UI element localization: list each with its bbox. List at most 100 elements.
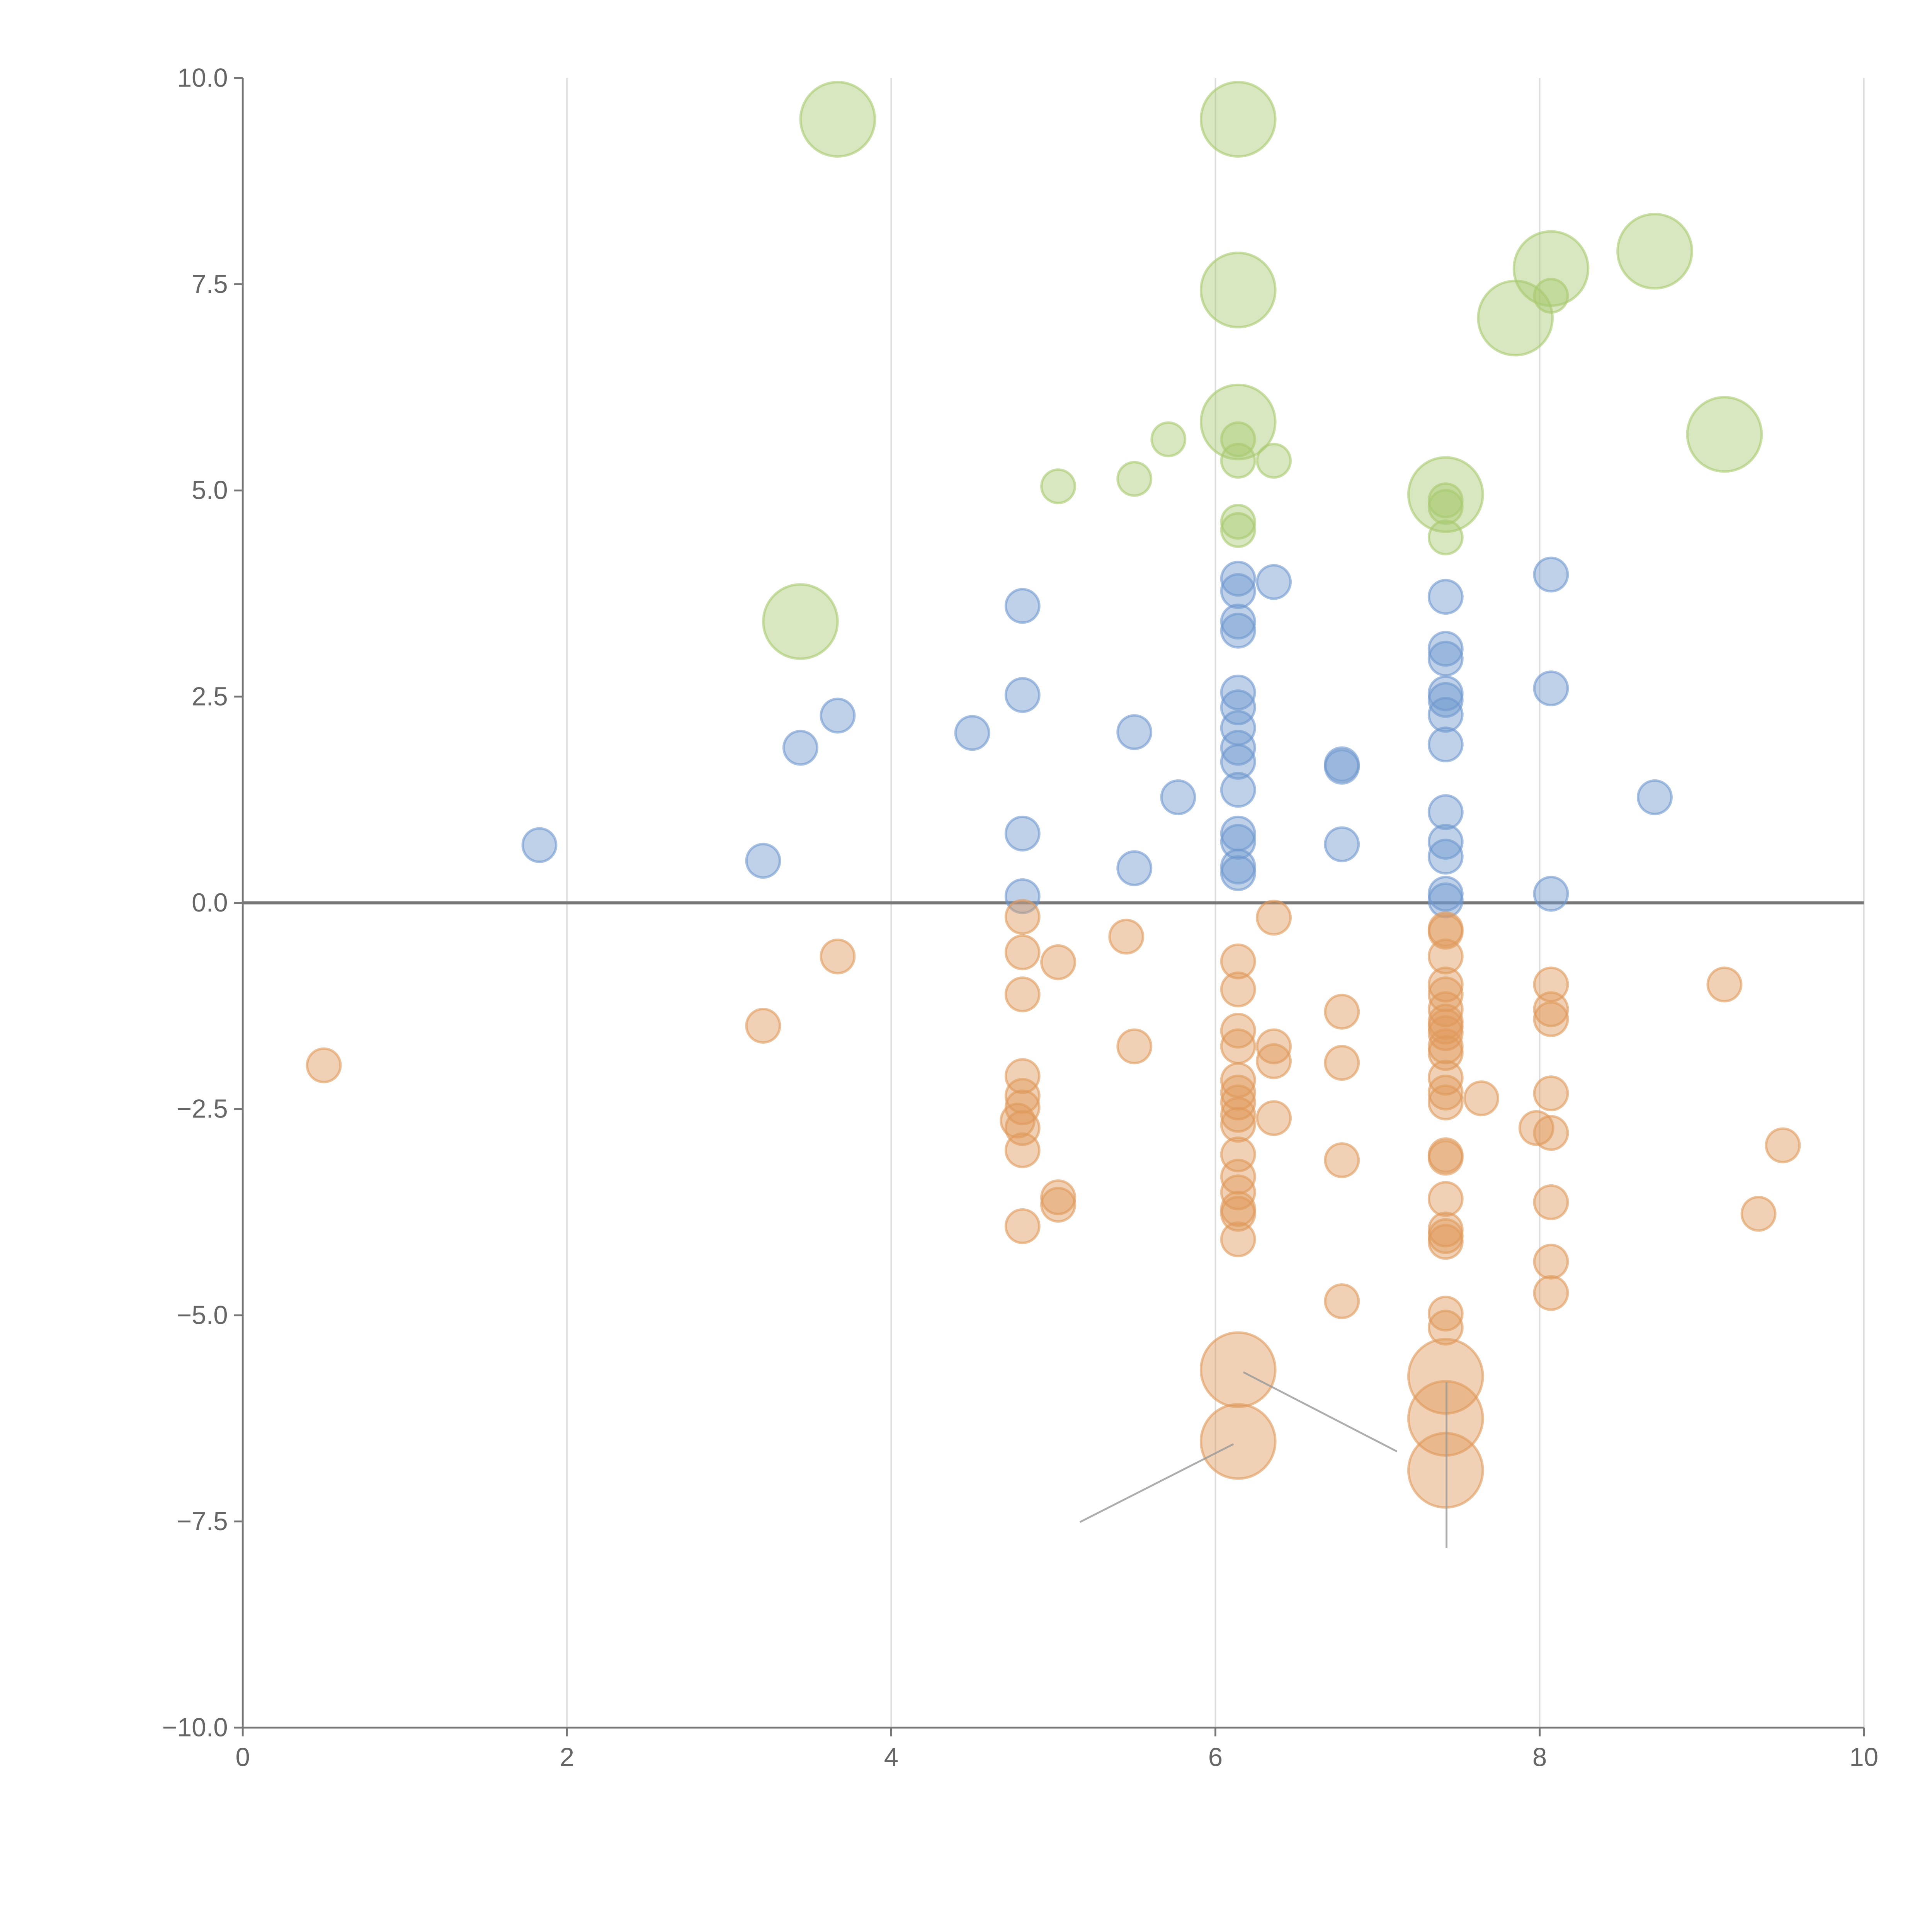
data-point	[1000, 1102, 1036, 1139]
data-point	[820, 697, 856, 734]
data-points	[306, 81, 1801, 1509]
series-negative	[306, 899, 1801, 1509]
data-point	[1427, 682, 1464, 718]
data-point	[1220, 573, 1256, 609]
data-point	[1427, 1015, 1464, 1051]
y-tick-label: −7.5	[177, 1507, 228, 1536]
data-point	[1040, 1187, 1077, 1223]
x-tick-label: 10	[1849, 1743, 1878, 1772]
data-point	[1004, 1132, 1041, 1168]
data-point	[1116, 1028, 1153, 1065]
data-point	[1533, 1275, 1569, 1311]
data-point	[521, 827, 558, 863]
data-point	[1004, 1208, 1041, 1244]
data-point	[1427, 1181, 1464, 1217]
data-point	[1220, 730, 1256, 766]
annotation-leaders	[1079, 1371, 1447, 1548]
data-point	[1427, 1296, 1464, 1332]
data-point	[1637, 779, 1673, 815]
data-point	[1533, 991, 1569, 1027]
data-point	[1108, 918, 1145, 955]
data-point	[1427, 976, 1464, 1012]
data-point	[1616, 213, 1693, 290]
data-point	[1533, 1001, 1569, 1037]
x-tick-label: 2	[560, 1743, 574, 1772]
x-tick-label: 4	[884, 1743, 898, 1772]
data-point	[1220, 1097, 1256, 1133]
data-point	[306, 1047, 342, 1083]
data-point	[1533, 1243, 1569, 1280]
data-point	[1199, 1403, 1277, 1480]
data-point	[1427, 726, 1464, 763]
data-point	[1533, 1075, 1569, 1112]
data-point	[1004, 588, 1041, 624]
x-tick-label: 0	[235, 1743, 250, 1772]
data-point	[1324, 748, 1360, 785]
data-point	[1407, 456, 1484, 533]
data-point	[1220, 442, 1256, 479]
data-point	[1116, 850, 1153, 886]
series-high	[762, 81, 1763, 660]
data-point	[1324, 1283, 1360, 1320]
data-point	[1220, 612, 1256, 649]
data-point	[1427, 938, 1464, 975]
data-point	[1427, 489, 1464, 525]
data-point	[782, 730, 818, 766]
data-point	[1427, 966, 1464, 1003]
data-point	[1220, 689, 1256, 726]
data-point	[1220, 503, 1256, 540]
data-point	[1116, 461, 1153, 497]
data-point	[1324, 993, 1360, 1030]
data-point	[1220, 824, 1256, 860]
data-point	[762, 583, 839, 660]
data-point	[1116, 714, 1153, 750]
data-point	[1706, 966, 1743, 1003]
data-point	[1518, 1110, 1554, 1146]
data-point	[1150, 421, 1187, 457]
data-point	[1427, 1310, 1464, 1346]
data-point	[954, 715, 990, 751]
data-point	[1324, 1142, 1360, 1179]
leader-line	[1243, 1371, 1398, 1452]
data-point	[1199, 1331, 1277, 1408]
data-point	[1256, 900, 1292, 936]
data-point	[1004, 677, 1041, 713]
data-point	[1427, 1060, 1464, 1096]
data-point	[1427, 1035, 1464, 1071]
data-point	[1220, 855, 1256, 891]
data-point	[1427, 1224, 1464, 1260]
data-point	[1040, 944, 1077, 980]
data-point	[1160, 779, 1196, 815]
data-point	[1220, 971, 1256, 1008]
data-point	[1427, 1084, 1464, 1121]
data-point	[1533, 876, 1569, 912]
data-point	[1220, 561, 1256, 597]
data-point	[1765, 1127, 1801, 1163]
data-point	[1004, 934, 1041, 971]
data-point	[1220, 512, 1256, 548]
data-point	[1004, 1058, 1041, 1094]
data-point	[1533, 670, 1569, 707]
x-tick-label: 6	[1208, 1743, 1223, 1772]
data-point	[1220, 1196, 1256, 1232]
data-point	[1004, 976, 1041, 1012]
data-point	[1533, 1184, 1569, 1220]
data-point	[1220, 1028, 1256, 1065]
data-point	[1686, 396, 1763, 473]
y-tick-label: −2.5	[177, 1095, 228, 1124]
data-point	[820, 938, 856, 975]
data-point	[1324, 826, 1360, 862]
y-tick-label: 7.5	[192, 270, 228, 299]
data-point	[1040, 468, 1077, 505]
y-tick-label: 10.0	[177, 63, 228, 92]
data-point	[1256, 1043, 1292, 1079]
data-point	[1256, 1028, 1292, 1065]
data-point	[1427, 641, 1464, 677]
y-tick-label: −5.0	[177, 1301, 228, 1330]
y-tick-label: 5.0	[192, 476, 228, 505]
data-point	[1533, 1115, 1569, 1151]
data-point	[1004, 899, 1041, 935]
data-point	[1220, 744, 1256, 780]
data-point	[1427, 913, 1464, 950]
data-point	[799, 81, 876, 158]
